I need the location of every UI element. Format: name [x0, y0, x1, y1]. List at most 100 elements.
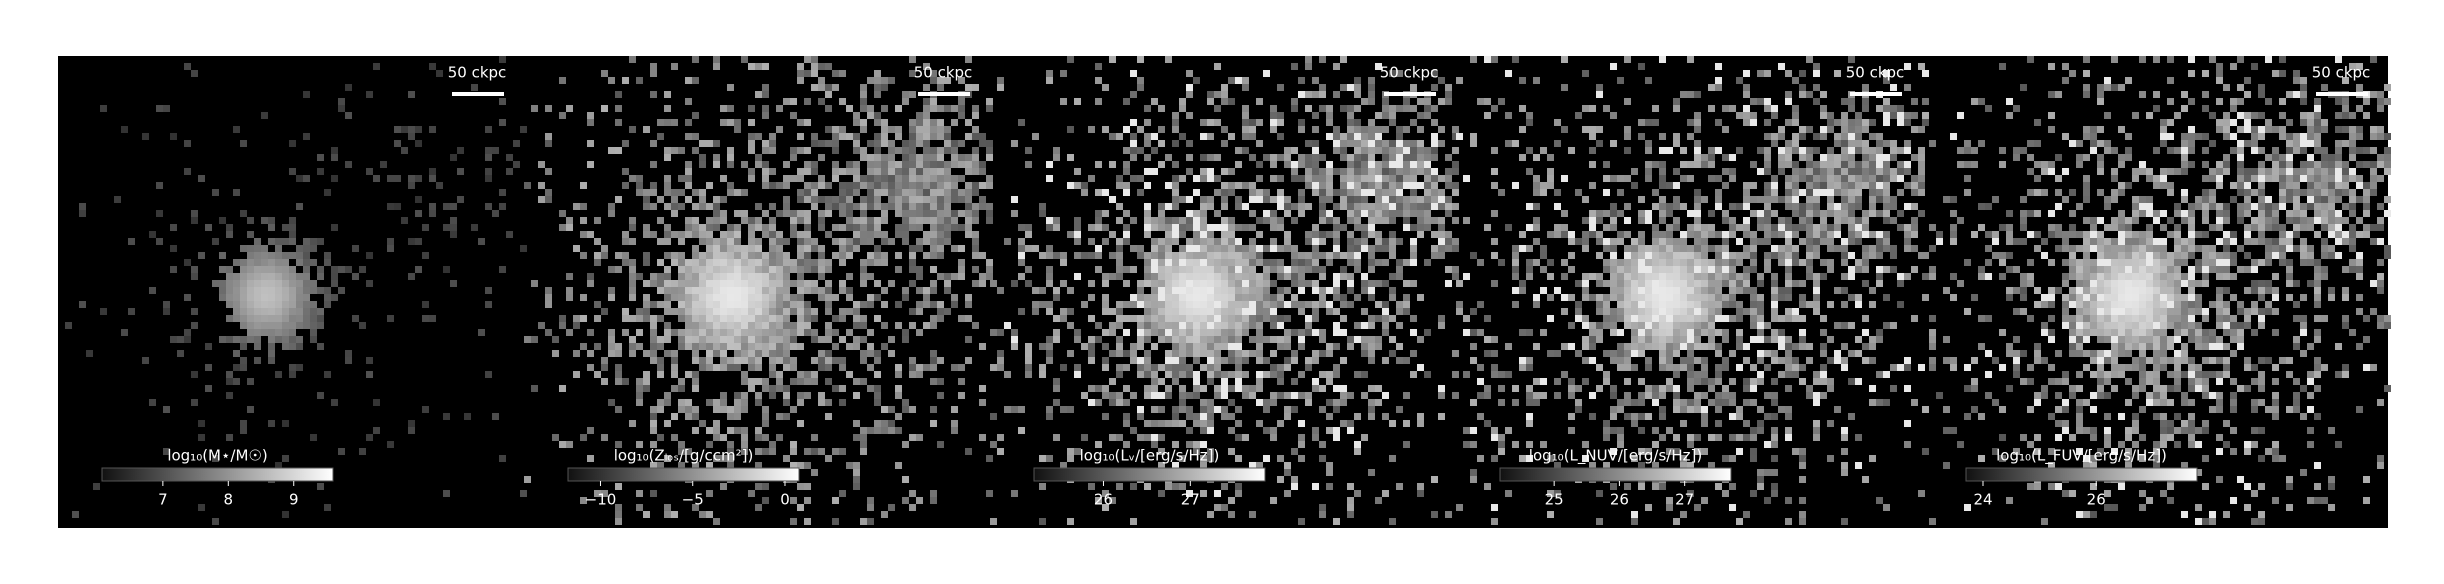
pixel	[1151, 441, 1158, 448]
pixel	[1645, 161, 1652, 168]
pixel	[692, 504, 699, 511]
pixel	[1130, 217, 1137, 224]
pixel	[776, 378, 783, 385]
pixel	[1291, 161, 1298, 168]
pixel	[1193, 378, 1200, 385]
pixel	[1235, 420, 1242, 427]
pixel	[1130, 119, 1137, 126]
pixel	[1869, 182, 1876, 189]
pixel	[1610, 273, 1617, 280]
pixel	[1249, 315, 1256, 322]
pixel	[1596, 217, 1603, 224]
pixel	[972, 126, 979, 133]
pixel	[1477, 259, 1484, 266]
pixel	[401, 217, 408, 224]
pixel	[727, 455, 734, 462]
pixel	[1025, 231, 1032, 238]
pixel	[1729, 301, 1736, 308]
pixel	[643, 224, 650, 231]
pixel	[1526, 245, 1533, 252]
pixel	[1736, 336, 1743, 343]
pixel	[811, 161, 818, 168]
pixel	[811, 280, 818, 287]
pixel	[1764, 231, 1771, 238]
pixel	[1827, 357, 1834, 364]
pixel	[881, 231, 888, 238]
pixel	[1631, 259, 1638, 266]
pixel	[1354, 126, 1361, 133]
pixel	[1319, 189, 1326, 196]
pixel	[1165, 266, 1172, 273]
pixel	[1361, 434, 1368, 441]
pixel	[1109, 350, 1116, 357]
pixel	[1060, 98, 1067, 105]
pixel	[310, 336, 317, 343]
pixel	[804, 266, 811, 273]
pixel	[1312, 112, 1319, 119]
pixel	[1158, 406, 1165, 413]
pixel	[615, 406, 622, 413]
pixel	[867, 77, 874, 84]
pixel	[678, 406, 685, 413]
pixel	[1102, 329, 1109, 336]
pixel	[1123, 329, 1130, 336]
pixel	[790, 378, 797, 385]
pixel	[1757, 238, 1764, 245]
pixel	[254, 238, 261, 245]
pixel	[1631, 294, 1638, 301]
pixel	[1883, 238, 1890, 245]
pixel	[1396, 147, 1403, 154]
pixel	[1284, 329, 1291, 336]
pixel	[1764, 217, 1771, 224]
pixel	[881, 126, 888, 133]
pixel	[1645, 273, 1652, 280]
pixel	[1806, 224, 1813, 231]
pixel	[1242, 133, 1249, 140]
pixel	[317, 266, 324, 273]
pixel	[1897, 119, 1904, 126]
pixel	[1911, 126, 1918, 133]
pixel	[734, 280, 741, 287]
pixel	[1137, 147, 1144, 154]
pixel	[1011, 140, 1018, 147]
pixel	[338, 266, 345, 273]
pixel	[1396, 182, 1403, 189]
pixel	[1806, 91, 1813, 98]
pixel	[1410, 147, 1417, 154]
pixel	[1263, 371, 1270, 378]
pixel	[163, 105, 170, 112]
pixel	[1256, 301, 1263, 308]
pixel	[1368, 224, 1375, 231]
pixel	[538, 182, 545, 189]
pixel	[1820, 154, 1827, 161]
pixel	[1519, 126, 1526, 133]
pixel	[1249, 273, 1256, 280]
pixel	[965, 154, 972, 161]
pixel	[650, 322, 657, 329]
pixel	[1820, 329, 1827, 336]
pixel	[1144, 420, 1151, 427]
pixel	[720, 406, 727, 413]
pixel	[1645, 140, 1652, 147]
pixel	[1116, 399, 1123, 406]
pixel	[1715, 315, 1722, 322]
pixel	[909, 357, 916, 364]
pixel	[1722, 154, 1729, 161]
pixel	[1193, 189, 1200, 196]
pixel	[1221, 413, 1228, 420]
pixel	[240, 336, 247, 343]
pixel	[1869, 119, 1876, 126]
pixel	[1179, 196, 1186, 203]
pixel	[1813, 196, 1820, 203]
pixel	[1778, 224, 1785, 231]
pixel	[1701, 252, 1708, 259]
pixel	[1792, 105, 1799, 112]
pixel	[247, 266, 254, 273]
pixel	[951, 210, 958, 217]
pixel	[1918, 126, 1925, 133]
pixel	[997, 329, 1004, 336]
pixel	[867, 329, 874, 336]
pixel	[233, 273, 240, 280]
pixel	[1179, 224, 1186, 231]
pixel	[643, 259, 650, 266]
